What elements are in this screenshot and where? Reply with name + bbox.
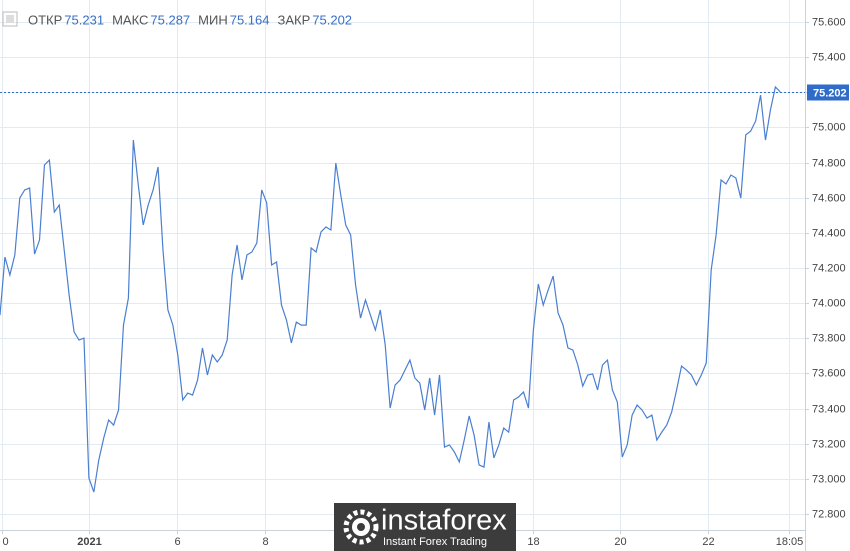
watermark-name: instaforex bbox=[381, 505, 507, 537]
y-tick-label: 75.000 bbox=[812, 121, 846, 133]
y-tick-label: 73.200 bbox=[812, 438, 846, 450]
y-tick-label: 73.600 bbox=[812, 367, 846, 379]
y-tick-label: 74.400 bbox=[812, 227, 846, 239]
y-tick-label: 74.200 bbox=[812, 262, 846, 274]
x-tick-label: 0 bbox=[3, 536, 9, 548]
header-icon bbox=[2, 11, 18, 27]
price-line bbox=[0, 85, 781, 493]
ohlc-label: МАКС bbox=[112, 12, 148, 27]
x-tick-label: 22 bbox=[702, 536, 714, 548]
y-tick-label: 74.600 bbox=[812, 192, 846, 204]
ohlc-value: 75.231 bbox=[64, 12, 104, 27]
ohlc-label: МИН bbox=[198, 12, 228, 27]
ohlc-label: ЗАКР bbox=[277, 12, 310, 27]
y-tick-label: 73.400 bbox=[812, 403, 846, 415]
x-tick-label: 18 bbox=[527, 536, 539, 548]
y-tick-label: 75.600 bbox=[812, 16, 846, 28]
plot bbox=[0, 85, 805, 493]
y-tick-label: 73.000 bbox=[812, 473, 846, 485]
y-tick-label: 74.800 bbox=[812, 157, 846, 169]
last-price-box bbox=[807, 84, 849, 101]
x-tick-label: 20 bbox=[614, 536, 626, 548]
y-tick-label: 75.400 bbox=[812, 51, 846, 63]
y-tick-label: 74.000 bbox=[812, 297, 846, 309]
y-tick-label: 72.800 bbox=[812, 508, 846, 520]
x-tick-label: 18:05 bbox=[776, 536, 804, 548]
watermark-gear bbox=[343, 509, 379, 545]
axes: 72.800 73.000 73.200 73.400 73.600 73.800 74.0… bbox=[2, 16, 849, 548]
ohlc-label: ОТКР bbox=[28, 12, 62, 27]
ohlc-value: 75.287 bbox=[150, 12, 190, 27]
x-tick-label: 6 bbox=[174, 536, 180, 548]
watermark-tagline: Instant Forex Trading bbox=[383, 536, 487, 548]
last-price-label: 75.202 bbox=[813, 87, 847, 99]
watermark-gear-hole bbox=[357, 523, 365, 531]
ohlc-value: 75.164 bbox=[230, 12, 270, 27]
ohlc-header: ОТКР 75.231 МАКС 75.287 МИН 75.164 ЗАКР 75.202 bbox=[2, 11, 352, 27]
header-icon-inner bbox=[6, 15, 14, 23]
ohlc-value: 75.202 bbox=[312, 12, 352, 27]
watermark: instaforex Instant Forex Trading bbox=[334, 503, 516, 551]
grid bbox=[0, 0, 805, 530]
x-tick-label: 8 bbox=[262, 536, 268, 548]
y-tick-label: 73.800 bbox=[812, 332, 846, 344]
x-tick-label: 2021 bbox=[77, 536, 101, 548]
